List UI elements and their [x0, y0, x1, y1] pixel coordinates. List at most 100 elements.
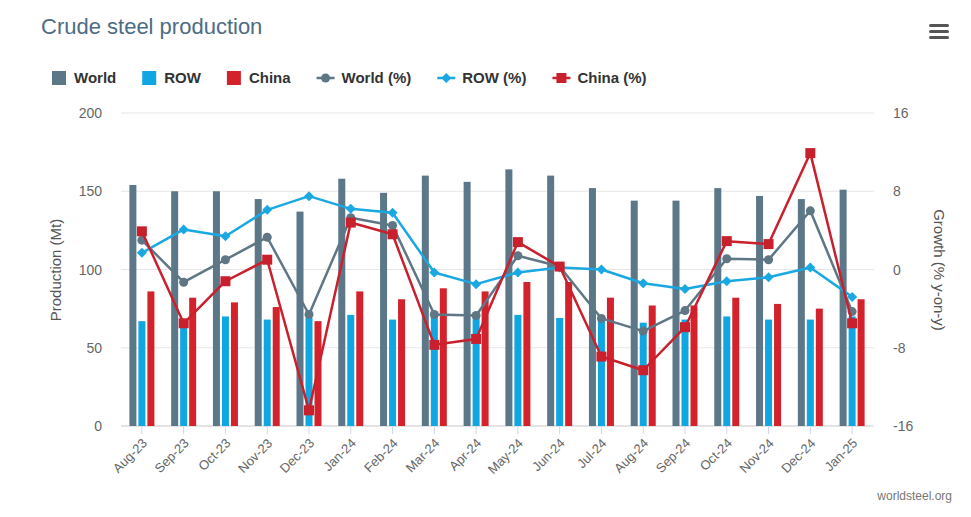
- marker: [263, 233, 272, 242]
- y-tick-label: 200: [79, 105, 103, 121]
- marker: [764, 239, 774, 249]
- bar: [338, 179, 345, 426]
- bar: [849, 316, 856, 426]
- y2-tick-label: 0: [893, 262, 901, 278]
- x-tick: [810, 426, 811, 434]
- marker: [304, 191, 314, 201]
- marker: [220, 231, 230, 241]
- line: [142, 196, 852, 297]
- marker: [471, 334, 481, 344]
- bar: [380, 193, 387, 426]
- chart: Crude steel production050100150200-16-80…: [0, 0, 971, 517]
- y-tick-label: 100: [79, 262, 103, 278]
- legend-label: China (%): [577, 69, 646, 86]
- bar: [129, 185, 136, 426]
- x-tick-label: May-24: [485, 436, 526, 477]
- bar: [464, 182, 471, 426]
- x-tick: [141, 426, 142, 434]
- bar: [798, 199, 805, 426]
- legend-item[interactable]: World: [52, 69, 116, 86]
- bar: [565, 282, 572, 426]
- marker: [555, 263, 565, 273]
- bar: [756, 196, 763, 426]
- bar: [723, 316, 730, 426]
- marker: [179, 278, 188, 287]
- marker: [305, 310, 314, 319]
- x-tick-label: Apr-24: [446, 436, 484, 474]
- marker: [555, 262, 564, 271]
- legend-item[interactable]: China (%): [552, 69, 646, 86]
- marker: [429, 267, 439, 277]
- bar: [398, 299, 405, 426]
- x-tick: [183, 426, 184, 434]
- plot-area: [129, 148, 864, 426]
- legend-label: China: [249, 69, 291, 86]
- x-tick-label: Oct-24: [697, 436, 735, 474]
- marker: [346, 218, 356, 228]
- grid-line: [121, 113, 873, 114]
- bar: [816, 309, 823, 426]
- x-tick: [392, 426, 393, 434]
- x-tick-label: Mar-24: [403, 436, 443, 476]
- bar: [714, 188, 721, 426]
- marker: [388, 208, 398, 218]
- legend-item[interactable]: China: [227, 69, 291, 86]
- bar: [138, 321, 145, 426]
- bar: [514, 315, 521, 426]
- legend-label: World: [74, 69, 116, 86]
- legend-label: ROW: [164, 69, 202, 86]
- marker: [596, 352, 606, 362]
- bar: [505, 169, 512, 426]
- x-tick-label: Aug-24: [611, 436, 651, 476]
- bar: [255, 199, 262, 426]
- bar: [389, 320, 396, 426]
- marker: [137, 226, 147, 236]
- marker: [680, 284, 690, 294]
- legend-label: World (%): [342, 69, 412, 86]
- legend-item[interactable]: World (%): [317, 69, 412, 86]
- marker: [304, 405, 314, 415]
- marker: [597, 314, 606, 323]
- marker: [806, 206, 815, 215]
- x-tick-label: Dec-24: [778, 436, 818, 476]
- x-tick-label: Nov-24: [736, 436, 776, 476]
- x-tick: [768, 426, 769, 434]
- marker: [220, 276, 230, 286]
- bar: [840, 190, 847, 426]
- y-axis-title: Production (Mt): [47, 219, 64, 322]
- y2-tick-label: 16: [893, 105, 909, 121]
- legend-swatch: [227, 71, 241, 85]
- y2-tick: [873, 426, 874, 427]
- marker: [722, 236, 732, 246]
- bar: [547, 176, 554, 426]
- y2-tick-label: -8: [893, 340, 906, 356]
- legend-item[interactable]: ROW: [142, 69, 202, 86]
- marker: [722, 254, 731, 263]
- y2-tick: [873, 113, 874, 114]
- bar: [774, 304, 781, 426]
- marker: [639, 327, 648, 336]
- bar: [631, 201, 638, 426]
- legend-item[interactable]: ROW (%): [437, 69, 526, 86]
- bar: [297, 212, 304, 426]
- line: [142, 211, 852, 331]
- x-tick-label: Aug-23: [110, 436, 150, 476]
- x-tick-label: Nov-23: [235, 436, 275, 476]
- y-tick-label: 0: [94, 418, 102, 434]
- marker: [429, 340, 439, 350]
- x-tick-label: Dec-23: [277, 436, 317, 476]
- bar: [691, 305, 698, 426]
- marker: [680, 322, 690, 332]
- marker: [262, 255, 272, 265]
- marker: [847, 292, 857, 302]
- marker: [513, 237, 523, 247]
- marker: [638, 365, 648, 375]
- bar: [147, 291, 154, 426]
- x-tick: [559, 426, 560, 434]
- x-tick-label: Jan-24: [320, 436, 359, 475]
- marker: [346, 204, 356, 214]
- marker: [472, 311, 481, 320]
- x-tick-label: Jul-24: [574, 436, 610, 472]
- bar: [356, 291, 363, 426]
- menu-icon[interactable]: [929, 24, 949, 39]
